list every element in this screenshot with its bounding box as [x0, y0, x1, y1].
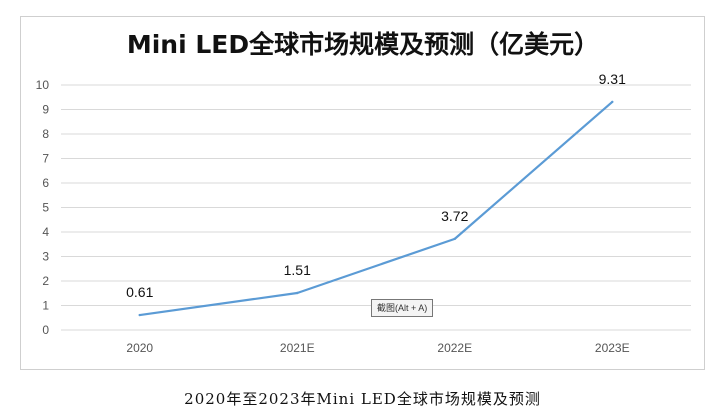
data-label-0: 0.61 [126, 284, 153, 300]
y-tick-label-3: 3 [42, 250, 49, 264]
series-line-0 [138, 100, 614, 317]
x-axis-ticks: 2020 2021E 2022E 2023E [126, 341, 629, 355]
x-tick-label-0: 2020 [126, 341, 153, 355]
figure-caption: 2020年至2023年Mini LED全球市场规模及预测 [184, 390, 541, 408]
y-tick-label-4: 4 [42, 225, 49, 239]
y-tick-label-0: 0 [42, 323, 49, 337]
data-point-1 [296, 291, 299, 295]
data-label-2: 3.72 [441, 208, 468, 224]
data-point-3 [611, 100, 614, 104]
y-tick-label-7: 7 [42, 152, 49, 166]
x-tick-label-3: 2023E [595, 341, 630, 355]
y-tick-label-1: 1 [42, 299, 49, 313]
x-tick-label-1: 2021E [280, 341, 315, 355]
y-tick-label-8: 8 [42, 127, 49, 141]
y-tick-label-10: 10 [36, 78, 50, 92]
data-point-2 [453, 237, 456, 241]
y-tick-label-6: 6 [42, 176, 49, 190]
data-label-1: 1.51 [284, 262, 311, 278]
line-chart: Mini LED全球市场规模及预测（亿美元） 0 1 2 3 4 5 6 7 8 9 10 2020… [36, 30, 691, 355]
y-tick-label-5: 5 [42, 201, 49, 215]
chart-title: Mini LED全球市场规模及预测（亿美元） [127, 30, 599, 59]
data-labels: 0.61 1.51 3.72 9.31 [126, 71, 626, 300]
x-tick-label-2: 2022E [437, 341, 472, 355]
series [138, 100, 614, 317]
screenshot-tooltip: 截图(Alt + A) [371, 299, 434, 317]
data-label-3: 9.31 [599, 71, 626, 87]
chart-container: Mini LED全球市场规模及预测（亿美元） 0 1 2 3 4 5 6 7 8 9 10 2020… [20, 16, 705, 370]
y-tick-label-2: 2 [42, 274, 49, 288]
y-axis-ticks: 0 1 2 3 4 5 6 7 8 9 10 [36, 78, 50, 337]
data-point-0 [138, 313, 141, 317]
gridlines [61, 84, 691, 331]
y-tick-label-9: 9 [42, 103, 49, 117]
